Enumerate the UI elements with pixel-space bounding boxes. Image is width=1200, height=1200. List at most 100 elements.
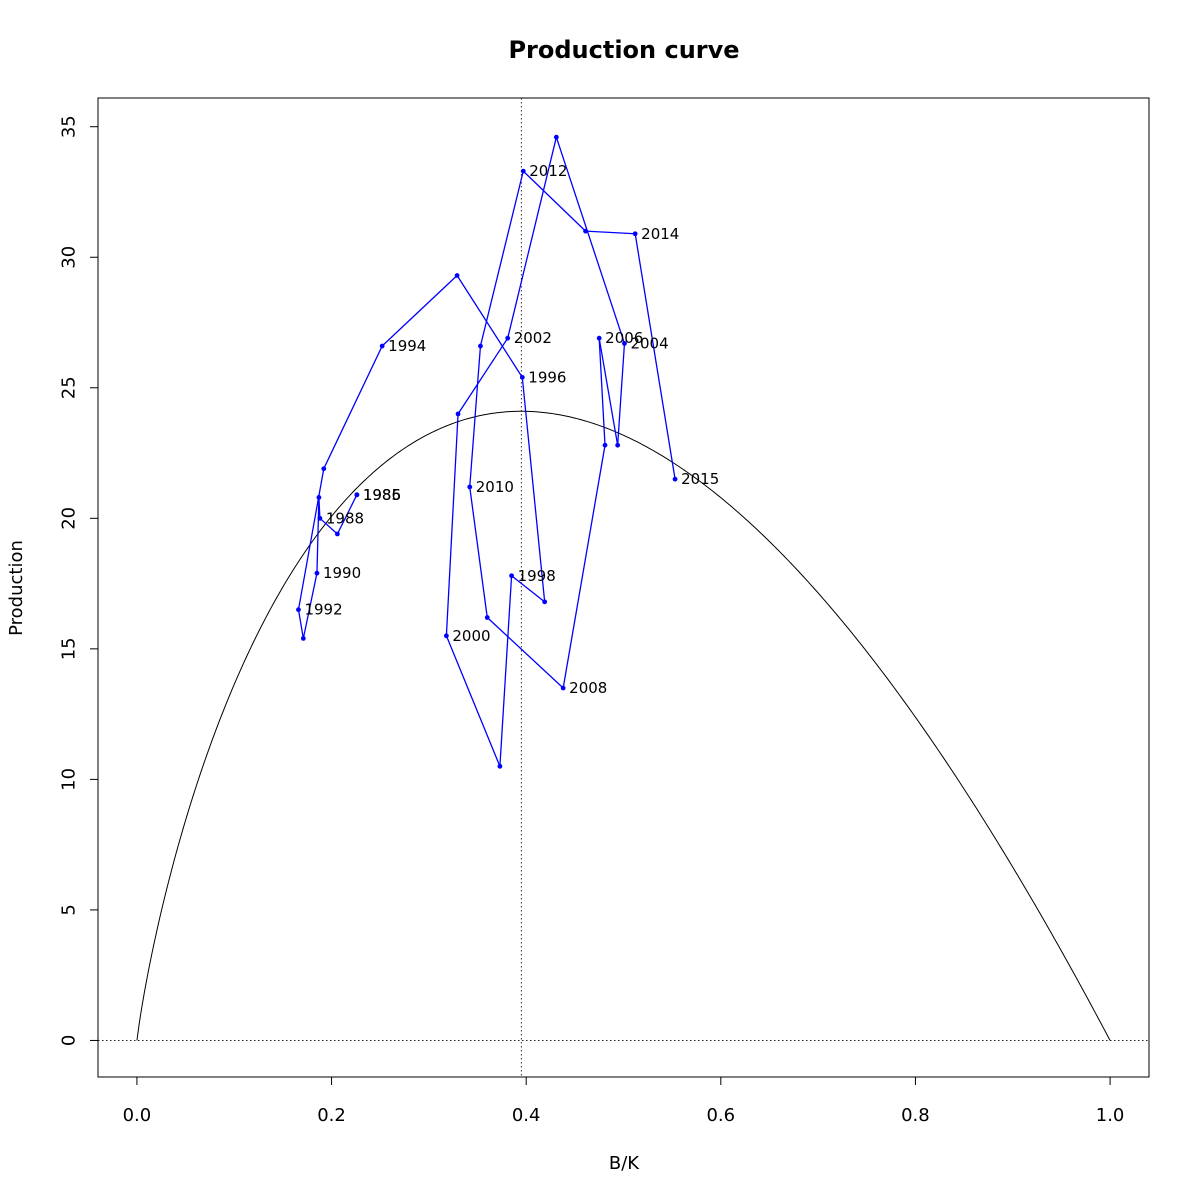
series-segment bbox=[507, 137, 557, 339]
series-segment bbox=[445, 635, 501, 767]
y-tick-label: 30 bbox=[58, 246, 79, 269]
series-segment bbox=[521, 377, 546, 602]
y-tick-label: 15 bbox=[58, 637, 79, 660]
data-point bbox=[672, 476, 678, 482]
data-point bbox=[583, 228, 588, 234]
data-point bbox=[596, 335, 602, 341]
point-label: 1988 bbox=[326, 509, 364, 527]
series-segment bbox=[469, 486, 488, 618]
y-tick-label: 10 bbox=[58, 768, 79, 791]
data-point bbox=[602, 442, 608, 448]
x-tick-label: 0.8 bbox=[901, 1105, 930, 1126]
reference-lines bbox=[98, 98, 1149, 1077]
data-point bbox=[497, 763, 503, 769]
x-tick-label: 0.0 bbox=[123, 1105, 152, 1126]
point-label: 2000 bbox=[452, 627, 490, 645]
data-point bbox=[560, 685, 566, 691]
series-segment bbox=[555, 136, 626, 344]
plot-frame bbox=[97, 97, 1150, 1078]
data-point bbox=[317, 515, 323, 521]
y-tick-label: 25 bbox=[58, 376, 79, 399]
data-point bbox=[354, 492, 360, 498]
series-segment bbox=[585, 230, 636, 235]
series-layer bbox=[296, 134, 678, 769]
y-axis: 0 5 10 15 20 25 30 35 bbox=[58, 115, 98, 1046]
point-label: 2012 bbox=[529, 162, 567, 180]
data-point bbox=[314, 570, 320, 576]
data-point bbox=[622, 341, 627, 346]
point-label: 1986 bbox=[363, 486, 401, 504]
chart-title: Production curve bbox=[508, 36, 739, 64]
point-label: 2015 bbox=[681, 470, 719, 488]
data-point bbox=[454, 273, 460, 278]
point-label: 2014 bbox=[641, 225, 679, 243]
x-tick-label: 1.0 bbox=[1096, 1105, 1125, 1126]
y-axis-label: Production bbox=[6, 540, 27, 636]
point-label: 2004 bbox=[630, 334, 668, 352]
x-tick-label: 0.4 bbox=[512, 1105, 541, 1126]
data-point bbox=[467, 484, 473, 490]
series-segment bbox=[457, 337, 509, 415]
point-label: 1990 bbox=[323, 564, 361, 582]
data-point bbox=[300, 636, 306, 641]
x-axis-label: B/K bbox=[609, 1153, 640, 1174]
data-point bbox=[632, 231, 638, 237]
series-segment bbox=[381, 275, 458, 347]
series-segment bbox=[445, 413, 459, 636]
data-point bbox=[519, 374, 525, 380]
x-axis: 0.0 0.2 0.4 0.6 0.8 1.0 bbox=[123, 1077, 1125, 1126]
series-segment bbox=[316, 497, 320, 574]
data-point bbox=[321, 466, 327, 472]
y-tick-label: 35 bbox=[58, 115, 79, 138]
series-segment bbox=[456, 275, 523, 378]
data-point bbox=[334, 531, 340, 537]
series-segment bbox=[323, 345, 383, 469]
data-point bbox=[316, 495, 322, 500]
data-point bbox=[615, 442, 621, 448]
data-point bbox=[478, 343, 483, 349]
series-segment bbox=[562, 445, 606, 689]
series-segment bbox=[634, 233, 676, 480]
point-label: 1994 bbox=[388, 337, 426, 355]
series-segment bbox=[469, 345, 482, 488]
production-curve bbox=[136, 410, 1111, 1041]
y-tick-label: 0 bbox=[58, 1035, 79, 1046]
series-segment bbox=[302, 573, 318, 639]
data-point bbox=[455, 411, 461, 417]
data-point bbox=[553, 134, 559, 140]
point-label: 1996 bbox=[528, 368, 566, 386]
series-segment bbox=[479, 170, 524, 347]
point-label: 2010 bbox=[476, 478, 514, 496]
data-point bbox=[379, 343, 385, 349]
series-segment bbox=[617, 343, 626, 446]
series-segment bbox=[598, 338, 606, 446]
series-segment bbox=[598, 338, 619, 446]
point-label: 1992 bbox=[304, 601, 342, 619]
series-segment bbox=[297, 468, 325, 610]
data-point bbox=[509, 573, 514, 579]
series-segment bbox=[499, 575, 513, 767]
point-label: 2002 bbox=[514, 329, 552, 347]
data-point bbox=[443, 633, 449, 639]
y-tick-label: 5 bbox=[58, 904, 79, 915]
series-segment bbox=[319, 517, 338, 535]
data-point bbox=[296, 607, 301, 613]
series-segment bbox=[297, 609, 304, 639]
point-label: 2006 bbox=[605, 329, 643, 347]
series-segment bbox=[522, 170, 586, 232]
series-segment bbox=[336, 494, 358, 535]
point-label: 2008 bbox=[569, 679, 607, 697]
x-tick-label: 0.6 bbox=[706, 1105, 735, 1126]
x-tick-label: 0.2 bbox=[317, 1105, 346, 1126]
y-tick-label: 20 bbox=[58, 507, 79, 530]
production-curve-layer bbox=[136, 410, 1111, 1041]
data-point bbox=[505, 335, 511, 341]
data-point bbox=[484, 615, 490, 620]
point-label: 1985 bbox=[363, 486, 401, 504]
series-segment bbox=[511, 575, 546, 603]
data-point bbox=[542, 599, 548, 605]
series-segment bbox=[486, 617, 564, 689]
data-point bbox=[520, 168, 526, 174]
